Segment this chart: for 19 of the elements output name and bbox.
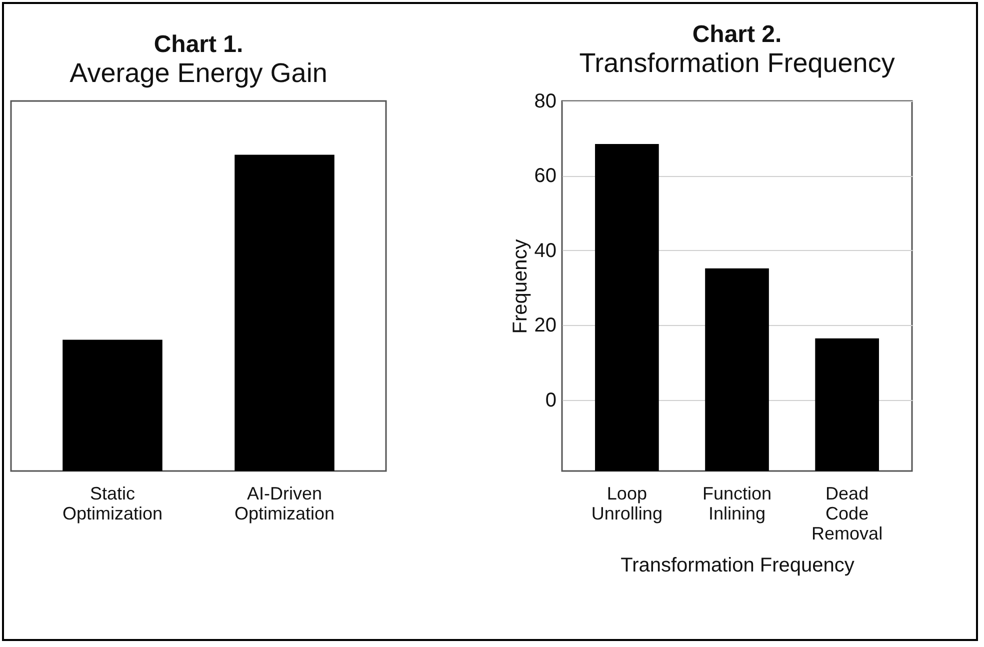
x-tick-label: Dead Code Removal [812,484,883,544]
y-tick-label: 60 [534,165,556,188]
bar [815,338,879,471]
x-tick-label: Loop Unrolling [591,484,662,524]
chart-title: Chart 1. [154,31,244,58]
chart-subtitle: Average Energy Gain [70,58,328,88]
x-tick-label: Function Inlining [702,484,772,524]
bar [595,144,659,471]
y-tick-label: 80 [534,90,556,112]
chart-subtitle: Transformation Frequency [579,48,896,78]
y-tick-label: 20 [534,314,556,337]
chart-title: Chart 2. [692,21,782,48]
x-tick-label: AI-Driven Optimization [234,484,335,524]
y-tick-label: 40 [534,240,556,262]
bar [705,268,769,471]
x-tick-label: Static Optimization [62,484,163,524]
x-axis-title: Transformation Frequency [620,554,854,576]
y-axis-title: Frequency [509,239,532,334]
y-tick-label: 0 [545,389,556,412]
